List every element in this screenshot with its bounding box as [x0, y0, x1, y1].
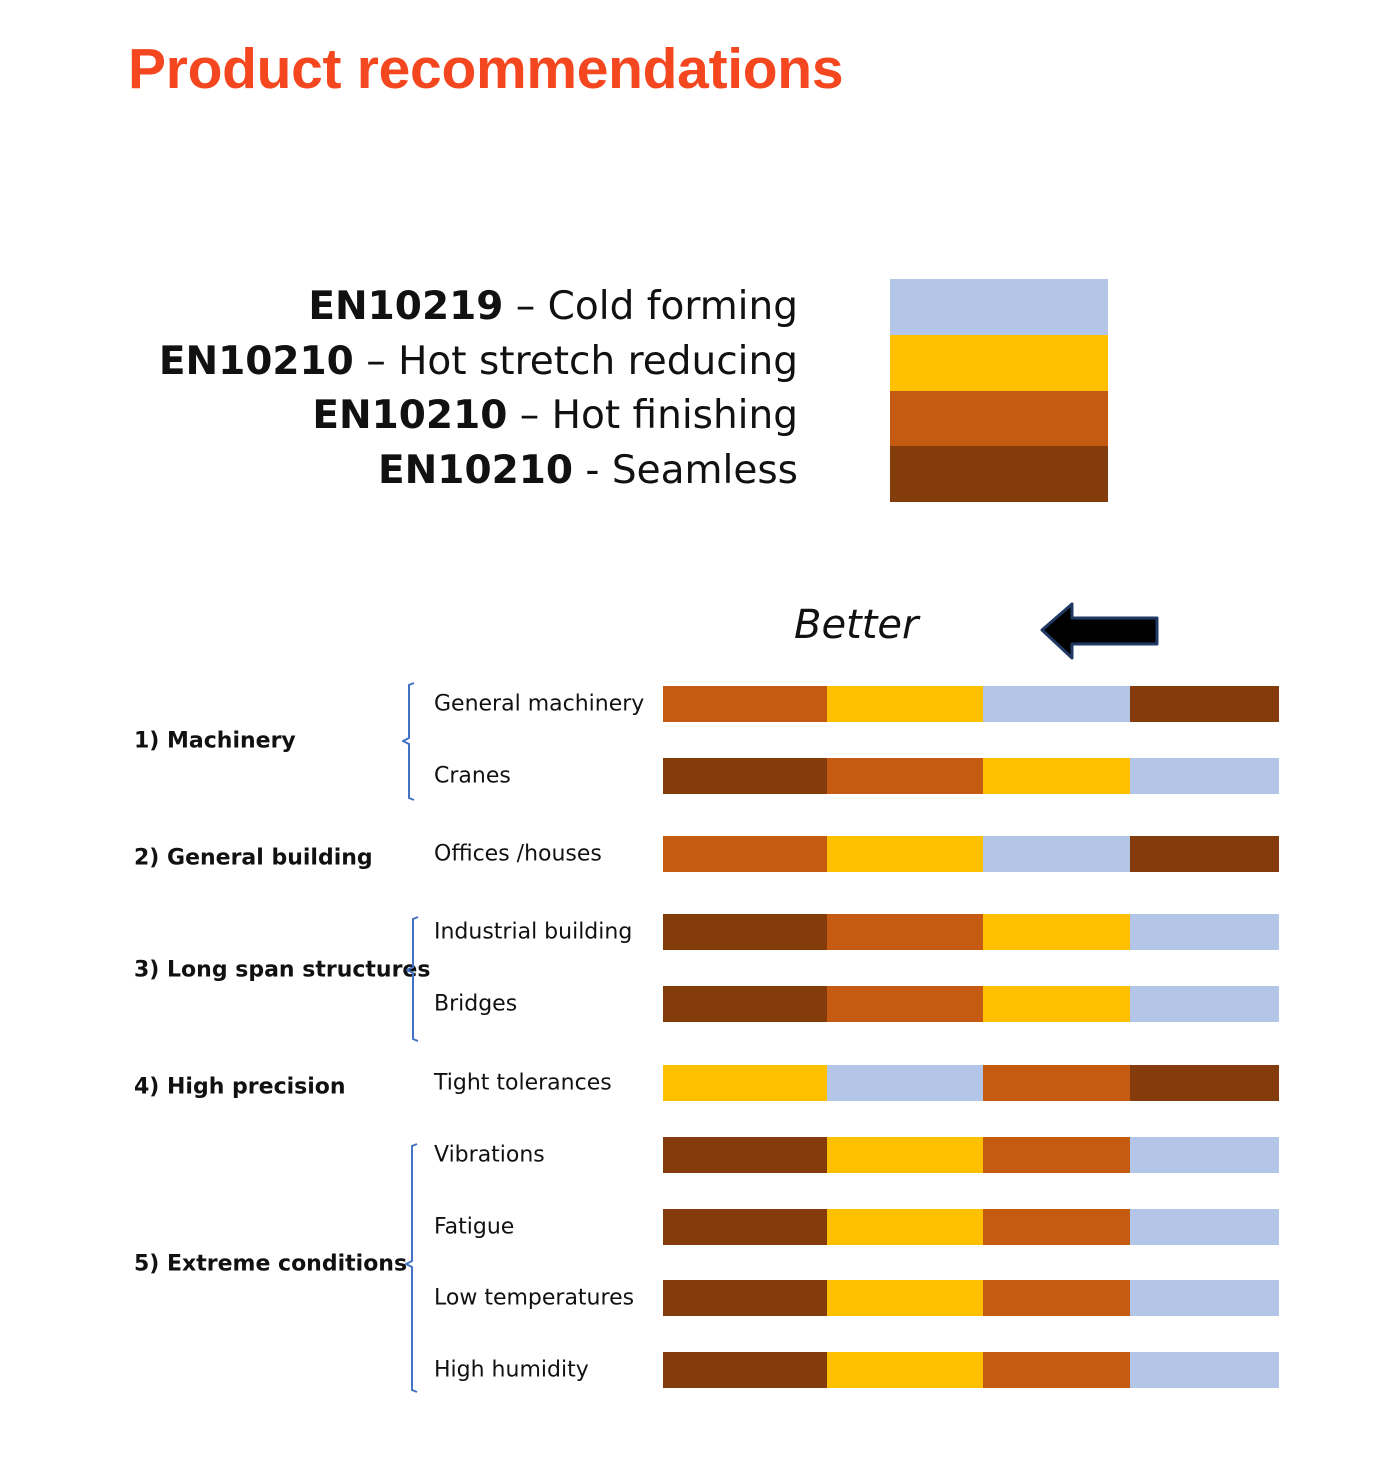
subcategory-label: Offices /houses [434, 841, 602, 867]
category-label: 3) Long span structures [134, 957, 431, 983]
rank-segment-hot-finishing [827, 758, 983, 794]
category-label: 1) Machinery [134, 728, 296, 754]
rank-segment-seamless [663, 1209, 827, 1245]
rank-segment-hot-finishing [827, 914, 983, 950]
swatch-hot-stretch [890, 334, 1108, 391]
legend-label: Hot finishing [551, 393, 798, 438]
ranking-bar [663, 686, 1279, 722]
legend-label: Cold forming [547, 284, 798, 329]
ranking-bar [663, 836, 1279, 872]
page-title: Product recommendations [128, 37, 844, 101]
rank-segment-hot-stretch [827, 686, 983, 722]
legend-line-cold-forming: EN10219 – Cold forming [60, 280, 798, 335]
legend-code: EN10219 [308, 284, 504, 329]
rank-segment-hot-stretch [827, 1137, 983, 1173]
rank-segment-hot-finishing [663, 836, 827, 872]
legend-code: EN10210 [158, 338, 354, 384]
legend-label: Seamless [611, 447, 798, 493]
subcategory-label: Low temperatures [434, 1285, 635, 1311]
ranking-bar [663, 1352, 1279, 1388]
rank-segment-seamless [663, 986, 827, 1022]
rank-segment-cold-forming [827, 1065, 983, 1101]
rank-segment-hot-stretch [827, 1352, 983, 1388]
rank-segment-hot-finishing [663, 686, 827, 722]
legend-separator: – [519, 393, 540, 438]
rank-segment-seamless [663, 1137, 827, 1173]
rank-segment-cold-forming [1130, 1137, 1279, 1173]
rank-segment-hot-finishing [983, 1352, 1130, 1388]
rank-segment-hot-finishing [983, 1137, 1130, 1173]
subcategory-label: Fatigue [434, 1214, 515, 1240]
rank-segment-cold-forming [1130, 914, 1279, 950]
rank-segment-seamless [663, 758, 827, 794]
swatch-hot-finishing [890, 390, 1108, 447]
rank-segment-seamless [1130, 1065, 1279, 1101]
legend-text: EN10219 – Cold forming EN10210 – Hot str… [60, 280, 798, 498]
category-label: 5) Extreme conditions [134, 1251, 408, 1277]
legend-swatches [890, 279, 1108, 502]
rank-segment-cold-forming [1130, 758, 1279, 794]
legend-separator: – [515, 284, 536, 329]
grouping-brace [402, 682, 415, 801]
better-label: Better [794, 602, 919, 648]
rank-segment-cold-forming [1130, 1280, 1279, 1316]
subcategory-label: High humidity [434, 1357, 589, 1383]
rank-segment-hot-stretch [983, 758, 1130, 794]
subcategory-label: General machinery [434, 691, 645, 717]
legend-line-seamless: EN10210 - Seamless [60, 444, 798, 499]
rank-segment-hot-stretch [827, 1209, 983, 1245]
subcategory-label: Industrial building [434, 919, 633, 945]
rank-segment-cold-forming [1130, 1209, 1279, 1245]
swatch-cold-forming [890, 279, 1108, 335]
rank-segment-hot-stretch [983, 914, 1130, 950]
rank-segment-hot-stretch [983, 986, 1130, 1022]
rank-segment-cold-forming [1130, 1352, 1279, 1388]
rank-segment-seamless [1130, 686, 1279, 722]
legend-code: EN10210 [378, 447, 573, 493]
subcategory-label: Tight tolerances [434, 1070, 612, 1096]
rank-segment-hot-finishing [983, 1280, 1130, 1316]
ranking-bar [663, 758, 1279, 794]
ranking-bar [663, 1280, 1279, 1316]
rank-segment-cold-forming [983, 686, 1130, 722]
rank-segment-hot-finishing [983, 1209, 1130, 1245]
category-label: 2) General building [134, 845, 373, 871]
legend-line-hot-stretch: EN10210 – Hot stretch reducing [60, 335, 798, 390]
rank-segment-hot-finishing [983, 1065, 1130, 1101]
grouping-brace [405, 1143, 418, 1393]
ranking-bar [663, 914, 1279, 950]
rank-segment-hot-stretch [827, 1280, 983, 1316]
legend-label: Hot stretch reducing [398, 338, 798, 384]
ranking-bar [663, 986, 1279, 1022]
legend-separator: - [585, 447, 600, 493]
ranking-bar [663, 1065, 1279, 1101]
rank-segment-seamless [1130, 836, 1279, 872]
subcategory-label: Cranes [434, 763, 511, 789]
subcategory-label: Vibrations [434, 1142, 545, 1168]
rank-segment-cold-forming [983, 836, 1130, 872]
rank-segment-hot-stretch [663, 1065, 827, 1101]
rank-segment-hot-stretch [827, 836, 983, 872]
legend-line-hot-finishing: EN10210 – Hot finishing [60, 389, 798, 444]
ranking-bar [663, 1209, 1279, 1245]
rank-segment-hot-finishing [827, 986, 983, 1022]
rank-segment-seamless [663, 1352, 827, 1388]
subcategory-label: Bridges [434, 991, 518, 1017]
left-arrow-icon [1040, 602, 1159, 660]
ranking-bar [663, 1137, 1279, 1173]
grouping-brace [406, 916, 419, 1042]
category-label: 4) High precision [134, 1074, 346, 1100]
legend-code: EN10210 [312, 393, 508, 438]
rank-segment-cold-forming [1130, 986, 1279, 1022]
legend-separator: – [366, 338, 386, 384]
rank-segment-seamless [663, 914, 827, 950]
swatch-seamless [890, 446, 1108, 502]
rank-segment-seamless [663, 1280, 827, 1316]
